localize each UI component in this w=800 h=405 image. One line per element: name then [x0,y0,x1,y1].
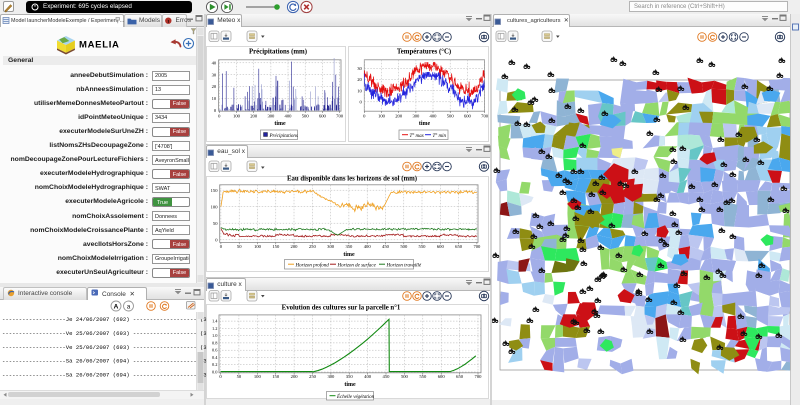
svg-text:100: 100 [233,114,241,119]
svg-text:700: 700 [336,114,344,119]
svg-text:100: 100 [211,204,219,209]
svg-text:150: 150 [211,188,219,193]
svg-text:50: 50 [213,221,218,226]
svg-text:350: 350 [346,374,354,379]
svg-text:A: A [114,304,119,311]
svg-text:500: 500 [400,244,408,249]
svg-text:-------------------Sa 26/06/20: -------------------Sa 26/06/2007 (694) -… [2,372,207,379]
svg-text:50: 50 [237,374,242,379]
svg-text:0.2: 0.2 [212,362,218,367]
svg-text:0.8: 0.8 [212,340,218,345]
svg-text:300: 300 [327,244,335,249]
svg-text:650: 650 [455,244,463,249]
svg-text:100: 100 [254,244,262,249]
svg-text:700: 700 [475,374,483,379]
svg-text:700: 700 [481,114,489,119]
svg-text:100: 100 [378,114,386,119]
svg-text:1.4: 1.4 [212,319,218,324]
svg-text:500: 500 [401,374,409,379]
svg-text:600: 600 [437,244,445,249]
svg-text:Précipitations: Précipitations [269,134,298,139]
svg-text:0: 0 [363,114,366,119]
svg-text:0: 0 [218,114,221,119]
svg-text:Échelle végétation: Échelle végétation [336,394,375,400]
svg-text:T° max: T° max [410,134,425,139]
svg-text:400: 400 [285,114,293,119]
svg-text:250: 250 [309,374,317,379]
svg-text:30: 30 [357,66,362,71]
svg-text:400: 400 [364,374,372,379]
svg-text:550: 550 [419,244,427,249]
svg-text:200: 200 [291,374,299,379]
svg-text:150: 150 [272,244,280,249]
svg-text:20: 20 [212,84,217,89]
svg-text:MAELIA: MAELIA [79,40,120,51]
svg-text:time: time [344,382,356,388]
svg-text:0.0: 0.0 [212,370,218,375]
svg-text:300: 300 [267,114,275,119]
svg-text:Eau disponible dans les horizo: Eau disponible dans les horizons de sol … [287,176,417,183]
svg-text:0: 0 [220,244,223,249]
svg-text:!: ! [168,19,170,24]
svg-text:600: 600 [438,374,446,379]
svg-text:Horizon de surface: Horizon de surface [337,263,377,268]
svg-text:10: 10 [212,96,217,101]
svg-text:400: 400 [430,114,438,119]
svg-text:time: time [419,121,431,127]
svg-text:600: 600 [464,114,472,119]
svg-text:10: 10 [357,88,362,93]
svg-text:700: 700 [473,244,481,249]
svg-text:500: 500 [302,114,310,119]
svg-text:200: 200 [250,114,258,119]
svg-text:300: 300 [412,114,420,119]
svg-text:100: 100 [254,374,262,379]
svg-text:1.2: 1.2 [212,326,218,331]
svg-text:0: 0 [219,374,222,379]
svg-text:Précipitations (mm): Précipitations (mm) [249,49,307,56]
svg-text:200: 200 [291,244,299,249]
svg-text:300: 300 [327,374,335,379]
svg-text:T° min: T° min [433,134,447,139]
svg-text:600: 600 [319,114,327,119]
svg-text:Horizon travaillé: Horizon travaillé [386,263,422,268]
svg-text:time: time [343,252,355,258]
svg-text:Températures (°C): Températures (°C) [397,49,451,56]
svg-text:-------------------Je 24/06/20: -------------------Je 24/06/2007 (692) -… [2,316,207,323]
svg-text:0.6: 0.6 [212,348,218,353]
svg-text:400: 400 [364,244,372,249]
svg-text:0: 0 [215,237,218,242]
svg-text:150: 150 [272,374,280,379]
svg-text:-------------------Ve 25/06/20: -------------------Ve 25/06/2007 (693) -… [2,330,207,337]
svg-text:500: 500 [447,114,455,119]
svg-text:350: 350 [345,244,353,249]
svg-text:550: 550 [419,374,427,379]
svg-text:40: 40 [212,60,217,65]
svg-text:a: a [127,304,131,310]
svg-text:Evolution des cultures sur la: Evolution des cultures sur la parcelle n… [282,305,401,312]
svg-text:20: 20 [357,77,362,82]
svg-text:250: 250 [309,244,317,249]
svg-text:450: 450 [383,374,391,379]
svg-text:Horizon profond: Horizon profond [295,263,330,268]
svg-text:time: time [274,121,286,127]
svg-text:200: 200 [395,114,403,119]
svg-text:30: 30 [212,72,217,77]
svg-text:-------------------Sa 26/06/20: -------------------Sa 26/06/2007 (694) -… [2,358,207,365]
svg-text:-------------------Ve 25/06/20: -------------------Ve 25/06/2007 (693) -… [2,344,207,351]
svg-text:450: 450 [382,244,390,249]
svg-text:50: 50 [237,244,242,249]
svg-text:0.4: 0.4 [212,355,218,360]
svg-text:1.0: 1.0 [212,333,218,338]
svg-text:650: 650 [456,374,464,379]
svg-text:0: 0 [214,108,217,113]
svg-text:0: 0 [360,99,363,104]
